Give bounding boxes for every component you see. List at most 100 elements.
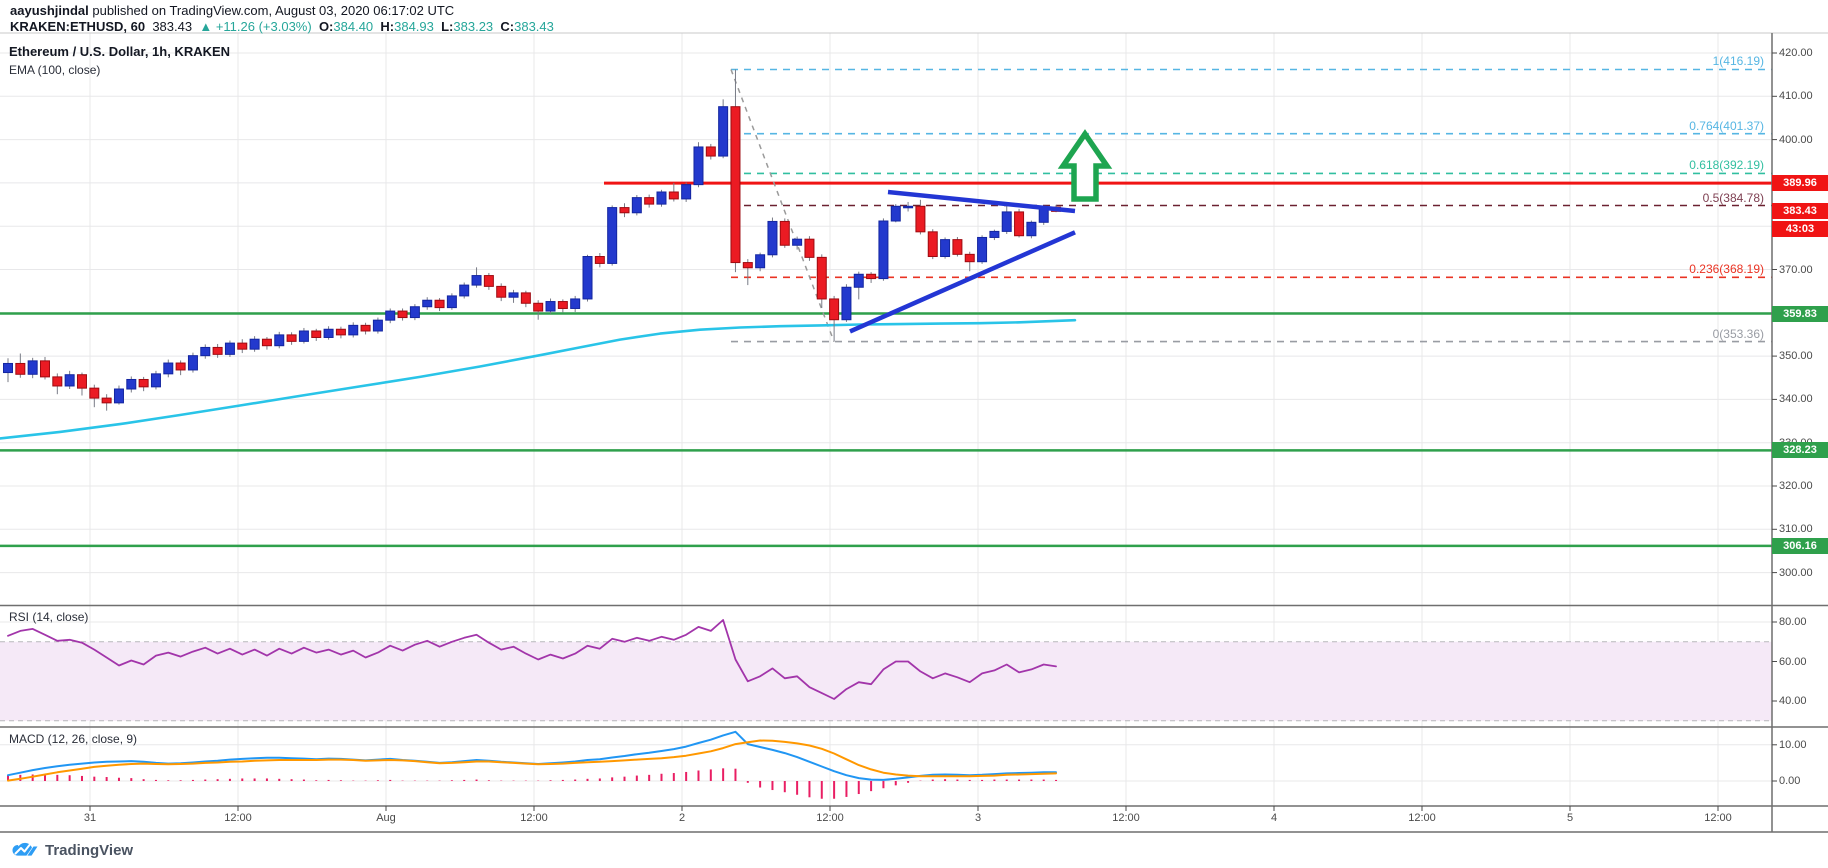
candle-down [496,285,507,298]
candle-up [372,319,383,332]
time-axis-label: 5 [1566,812,1574,824]
time-axis-label: 3 [974,812,982,824]
last-price: 383.43 [152,19,193,34]
candle-down [557,301,568,309]
candle-down [52,376,63,387]
up-arrow-annotation [1057,129,1113,202]
candle-up [607,207,618,264]
candle-down [779,220,790,246]
price-axis-badge: 43:03 [1772,220,1828,237]
candle-up [422,299,433,308]
candle-up [1038,208,1049,223]
candle-up [126,378,137,390]
candle-up [508,292,519,298]
candle-up [718,106,729,157]
candle-up [3,362,13,374]
candle-up [545,301,556,312]
candle-down [101,397,112,404]
candle-up [150,373,161,388]
macd-indicator-label[interactable]: MACD (12, 26, close, 9) [9,732,138,746]
price-change: +11.26 (+3.03%) [215,19,312,34]
price-axis-badge: 383.43 [1772,203,1828,220]
candle-up [1026,221,1037,237]
symbol-ohlc-bar: KRAKEN:ETHUSD, 60 383.43 ▲ +11.26 (+3.03… [10,19,554,34]
time-axis-label: 12:00 [520,812,548,824]
close-label: C: [500,19,515,34]
candle-up [582,256,593,300]
time-axis-label: 2 [678,812,686,824]
candle-up [27,360,38,375]
ema-line [0,318,1077,440]
publish-text: published on TradingView.com, August 03,… [88,3,455,18]
candle-up [841,286,852,321]
triangle-trendline [849,230,1076,334]
price-axis-label: 410.00 [1779,90,1813,103]
candle-down [138,378,149,388]
candle-down [15,362,26,375]
candle-down [175,362,186,371]
candle-up [163,362,174,375]
ema-indicator-label[interactable]: EMA (100, close) [9,63,101,77]
candle-up [878,220,889,280]
candle-down [237,342,248,350]
candle-up [446,295,457,309]
high-label: H: [380,19,395,34]
candle-down [397,310,408,319]
fib-level-label: 0(353.36) [1712,326,1764,341]
close-value: 383.43 [514,19,554,34]
candle-up [64,374,75,387]
rsi-line [7,619,1057,700]
candle-down [594,256,605,264]
high-value: 384.93 [394,19,434,34]
candle-up [792,238,803,246]
fib-level-label: 0.764(401.37) [1689,118,1764,133]
open-label: O: [318,19,334,34]
candle-up [656,191,667,205]
symbol-name: KRAKEN:ETHUSD, 60 [10,19,146,34]
open-value: 384.40 [333,19,374,34]
tradingview-logo-icon [12,842,38,856]
rsi-axis-label: 80.00 [1779,616,1807,628]
time-axis-label: 12:00 [1408,812,1436,824]
rsi-indicator-label[interactable]: RSI (14, close) [9,610,89,624]
candle-down [286,334,297,342]
candle-up [298,330,309,342]
candle-down [1014,211,1025,237]
candle-down [668,191,679,200]
candle-down [927,231,938,258]
time-axis-label: 12:00 [224,812,252,824]
candle-down [261,338,272,347]
candle-up [853,273,864,288]
rsi-axis-label: 40.00 [1779,695,1807,707]
candle-down [483,275,494,287]
tradingview-attribution[interactable]: TradingView [12,839,133,861]
macd-axis-label: 0.00 [1779,775,1801,787]
candle-down [76,374,87,389]
candle-up [113,388,124,404]
low-value: 383.23 [453,19,494,34]
candle-down [952,239,963,255]
price-axis-label: 310.00 [1779,523,1813,536]
candle-up [348,324,359,336]
candle-down [804,238,815,258]
candle-up [940,239,951,258]
candle-up [767,220,778,256]
candle-down [829,298,840,321]
candle-down [311,330,322,338]
tradingview-logo-text: TradingView [45,841,134,859]
rsi-band [0,641,1772,721]
candle-down [212,346,223,355]
candle-up [755,254,766,269]
candle-up [631,197,642,214]
candle-up [903,205,914,209]
author-name: aayushjindal [10,3,89,18]
macd-signal-line [7,739,1057,782]
time-axis-label: 4 [1270,812,1278,824]
candle-up [1001,211,1012,232]
candle-down [520,292,531,304]
candle-down [742,262,753,269]
candle-up [890,205,901,222]
price-axis-label: 340.00 [1779,393,1813,406]
